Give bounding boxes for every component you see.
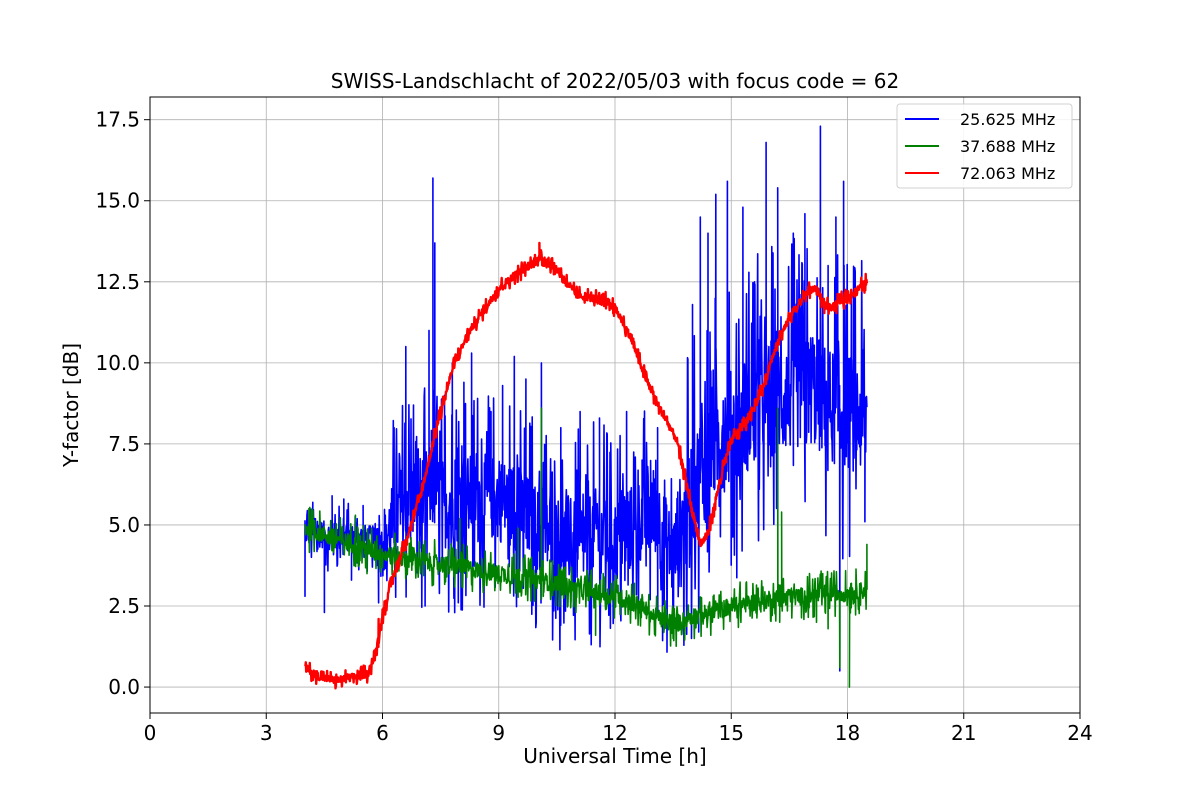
- x-axis-label: Universal Time [h]: [523, 744, 706, 768]
- y-tick-label: 10.0: [95, 351, 140, 375]
- x-tick-label: 15: [719, 721, 744, 745]
- y-tick-label: 17.5: [95, 108, 140, 132]
- y-tick-label: 5.0: [108, 513, 140, 537]
- y-tick-label: 2.5: [108, 594, 140, 618]
- series-line-3: [304, 241, 869, 690]
- x-tick-label: 21: [951, 721, 976, 745]
- legend: 25.625 MHz 37.688 MHz 72.063 MHz: [896, 103, 1073, 189]
- axis-ticks: 0 3 6 9 12 15 18 21 24 0.0 2.5 5.0 7.5 10.0 12.5 15.0 17…: [95, 108, 1092, 745]
- x-tick-label: 18: [835, 721, 860, 745]
- legend-label: 25.625 MHz: [960, 110, 1055, 129]
- x-tick-label: 12: [602, 721, 627, 745]
- y-tick-label: 15.0: [95, 189, 140, 213]
- series-line-1: [304, 125, 868, 672]
- y-axis-label: Y-factor [dB]: [59, 343, 83, 468]
- x-tick-label: 9: [492, 721, 505, 745]
- y-tick-label: 12.5: [95, 270, 140, 294]
- legend-label: 72.063 MHz: [960, 164, 1055, 183]
- x-tick-label: 0: [144, 721, 157, 745]
- y-tick-label: 0.0: [108, 675, 140, 699]
- x-tick-label: 24: [1067, 721, 1092, 745]
- y-tick-label: 7.5: [108, 432, 140, 456]
- x-tick-label: 6: [376, 721, 389, 745]
- series-layer: [304, 125, 869, 690]
- legend-box: [896, 103, 1073, 189]
- legend-label: 37.688 MHz: [960, 137, 1055, 156]
- chart-title: SWISS-Landschlacht of 2022/05/03 with fo…: [331, 69, 899, 93]
- x-tick-label: 3: [260, 721, 273, 745]
